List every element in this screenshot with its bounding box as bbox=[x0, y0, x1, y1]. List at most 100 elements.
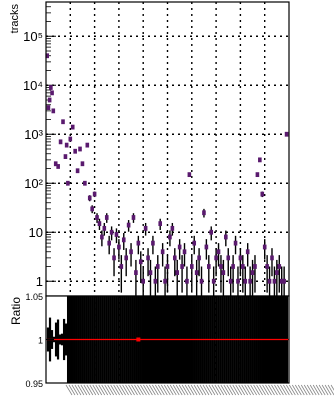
x-axis-tick-smear bbox=[312, 384, 320, 396]
plot-area bbox=[46, 2, 289, 296]
data-point bbox=[233, 240, 238, 246]
x-axis-tick-smear bbox=[238, 384, 246, 396]
data-point bbox=[146, 255, 150, 261]
data-point bbox=[124, 255, 128, 261]
x-axis-tick-smear bbox=[143, 384, 150, 396]
data-point bbox=[78, 146, 82, 152]
data-point bbox=[231, 264, 235, 269]
data-point bbox=[121, 237, 126, 243]
data-point bbox=[160, 249, 165, 255]
x-axis-tick-smear bbox=[259, 384, 266, 396]
x-axis-tick-smear bbox=[152, 384, 159, 396]
data-point bbox=[170, 225, 175, 231]
x-axis-tick-smear bbox=[214, 384, 222, 396]
x-axis-tick-smear bbox=[77, 384, 85, 396]
data-point bbox=[272, 278, 277, 284]
data-point bbox=[143, 225, 148, 231]
x-axis-tick-smear bbox=[324, 384, 332, 396]
data-point bbox=[73, 148, 77, 154]
x-axis-tick-smear bbox=[288, 384, 296, 396]
x-axis-tick-smear bbox=[74, 384, 82, 396]
data-point bbox=[70, 124, 75, 130]
data-point bbox=[190, 264, 194, 269]
data-point bbox=[148, 270, 153, 276]
data-point bbox=[112, 255, 116, 261]
data-point bbox=[138, 259, 143, 265]
x-axis-tick-smear bbox=[286, 384, 293, 396]
data-point bbox=[95, 215, 99, 220]
data-point bbox=[63, 154, 68, 159]
x-axis-tick-smear bbox=[113, 384, 120, 396]
x-axis-tick-smear bbox=[268, 384, 275, 396]
x-axis-tick-smear bbox=[226, 384, 234, 396]
x-axis-tick-smear bbox=[71, 384, 79, 396]
x-axis-tick-smear bbox=[294, 384, 302, 396]
data-point bbox=[56, 164, 60, 169]
data-point bbox=[102, 225, 107, 231]
x-axis-tick-smear bbox=[166, 384, 174, 396]
data-point bbox=[185, 278, 189, 284]
x-axis-tick-smear bbox=[181, 384, 189, 396]
data-point bbox=[211, 278, 216, 284]
data-point bbox=[182, 249, 187, 255]
data-point bbox=[175, 270, 180, 276]
x-axis-tick-smear bbox=[283, 384, 290, 396]
x-axis-tick-smear bbox=[196, 384, 204, 396]
x-axis-tick-smear bbox=[146, 384, 153, 396]
ratio-panel: 0.95 1 1.05 bbox=[25, 292, 334, 396]
y-tick-label: 10² bbox=[24, 176, 43, 191]
data-point bbox=[192, 240, 197, 246]
x-axis-tick-smear bbox=[187, 384, 195, 396]
data-point bbox=[197, 255, 201, 261]
data-point bbox=[262, 244, 267, 250]
x-axis-tick-smear bbox=[241, 384, 249, 396]
x-axis-tick-smear bbox=[315, 384, 323, 396]
x-axis-tick-smear bbox=[157, 384, 165, 396]
x-axis-tick-smear bbox=[178, 384, 186, 396]
data-point bbox=[75, 168, 80, 174]
data-point bbox=[49, 85, 53, 90]
x-axis-tick-smear bbox=[95, 384, 103, 396]
data-point bbox=[104, 215, 109, 220]
x-axis-tick-smear bbox=[274, 384, 281, 396]
x-axis-tick-smear bbox=[291, 384, 299, 396]
data-point bbox=[131, 215, 136, 220]
data-point bbox=[250, 270, 255, 276]
x-axis-tick-smear bbox=[297, 384, 305, 396]
data-point bbox=[194, 270, 199, 276]
x-axis-tick-smear bbox=[160, 384, 168, 396]
data-point bbox=[155, 264, 160, 269]
data-point bbox=[255, 172, 260, 178]
x-axis-tick-smear bbox=[92, 384, 100, 396]
y-tick-label: 10⁴ bbox=[23, 78, 43, 93]
ratio-y-tick-label: 0.95 bbox=[25, 379, 43, 389]
x-axis-tick-smear bbox=[208, 384, 216, 396]
x-axis-tick-smear bbox=[101, 384, 109, 396]
x-axis-tick-smear bbox=[119, 384, 126, 396]
data-point bbox=[151, 240, 155, 246]
y-axis-label: tracks bbox=[9, 4, 21, 34]
x-axis-tick-smear bbox=[256, 384, 263, 396]
data-point bbox=[199, 278, 204, 284]
data-point bbox=[265, 264, 269, 269]
x-axis-tick-smear bbox=[277, 384, 284, 396]
x-axis-tick-smear bbox=[154, 384, 162, 396]
x-axis-tick-smear bbox=[175, 384, 183, 396]
data-point bbox=[85, 142, 90, 148]
x-axis-tick-smear bbox=[110, 384, 118, 396]
data-point bbox=[219, 264, 223, 269]
data-point bbox=[66, 180, 70, 186]
ratio-axis-label: Ratio bbox=[9, 297, 23, 325]
main-panel: 1 10 10² 10³ 10⁴ 10⁵ bbox=[23, 1, 290, 297]
x-axis-tick-smear bbox=[68, 384, 76, 396]
x-axis-tick-smear bbox=[306, 384, 314, 396]
data-point bbox=[61, 119, 65, 125]
x-axis-tick-smear bbox=[137, 384, 144, 396]
data-point bbox=[177, 244, 182, 250]
data-point bbox=[107, 240, 111, 246]
data-point bbox=[236, 278, 240, 284]
x-axis-tick-smear bbox=[262, 384, 269, 396]
x-axis-tick-smear bbox=[303, 384, 311, 396]
data-point bbox=[117, 244, 121, 250]
